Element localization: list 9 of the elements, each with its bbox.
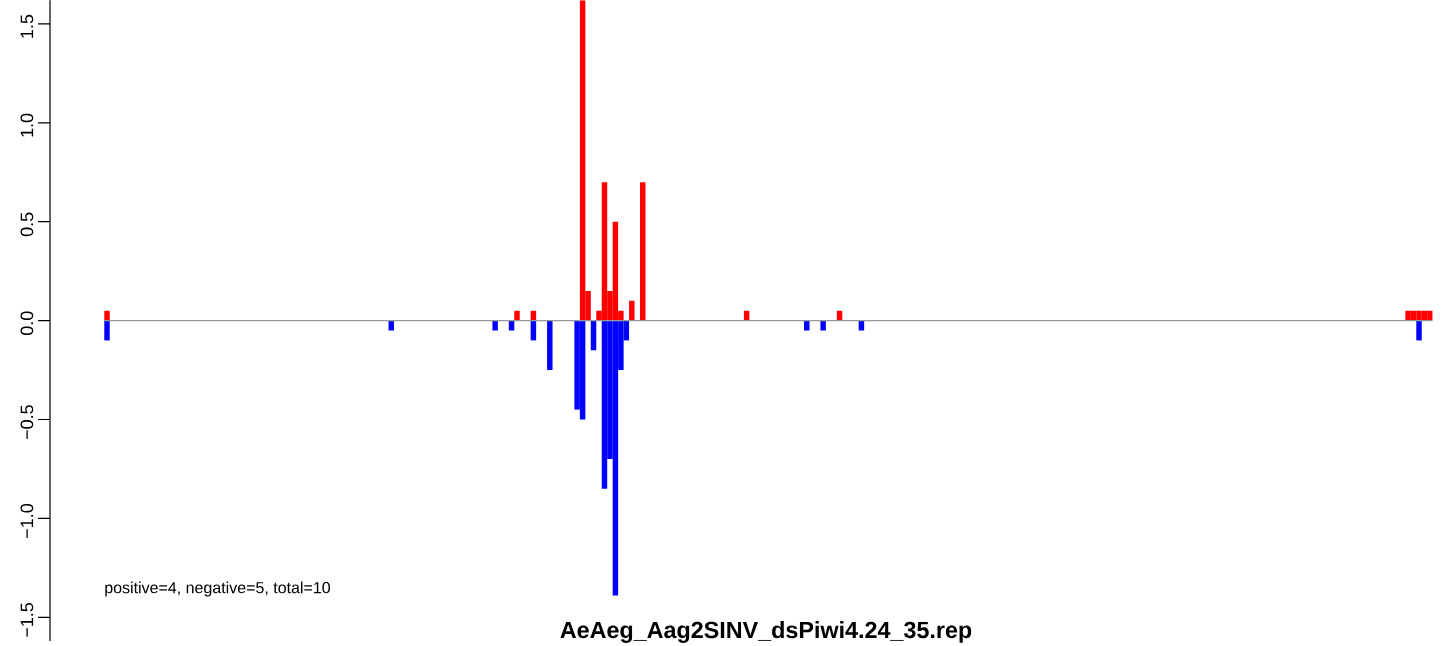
y-tick-label: 1.5 [20,14,34,38]
y-tick-label: 0.5 [20,212,34,237]
y-tick-label: −0.5 [20,405,34,440]
y-tick-label: 0.0 [20,311,34,336]
annotation: positive=4, negative=5, total=10 [105,581,331,597]
text: AeAeg_Aag2SINV_dsPiwi4.24_35.rep [560,621,972,643]
y-tick-label: 1.0 [20,113,34,137]
y-tick-label: −1.5 [20,602,34,637]
y-tick-label: −1.0 [20,504,34,538]
